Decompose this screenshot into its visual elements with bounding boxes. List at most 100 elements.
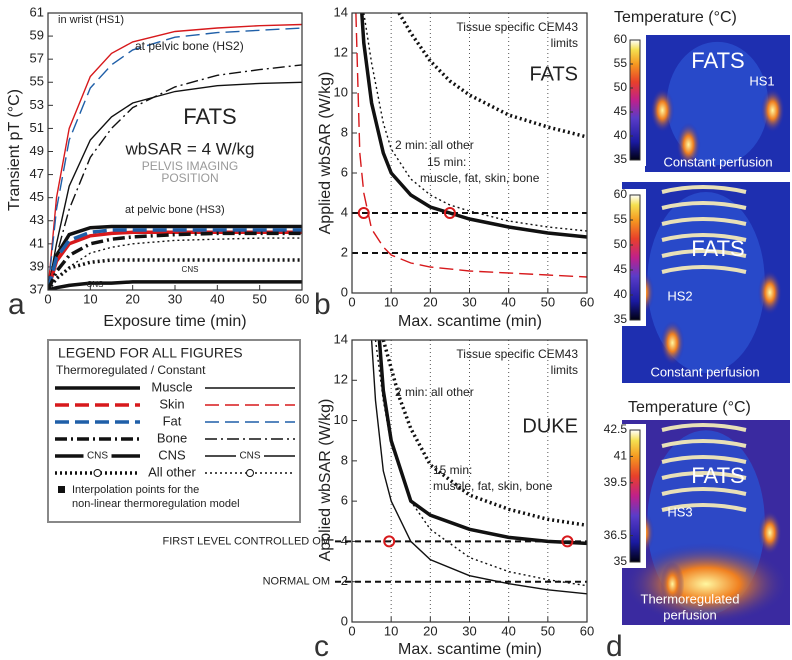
- highlight-point: [561, 535, 574, 548]
- annotation: limits: [551, 363, 578, 377]
- legend-label: Fat: [163, 413, 182, 428]
- plot-frame: [351, 339, 588, 623]
- y-tick-label: 14: [334, 4, 348, 19]
- legend-gap: [236, 450, 264, 462]
- legend-marker: [246, 469, 254, 477]
- y-tick-label: 41: [30, 235, 44, 250]
- annotation: 2 min: all other: [395, 385, 474, 399]
- y-tick-label: 61: [30, 4, 44, 19]
- x-tick-label: 40: [501, 623, 515, 638]
- hot-spot: [760, 88, 785, 133]
- legend-note: Interpolation points for the: [72, 484, 199, 496]
- x-tick-label: 10: [83, 291, 97, 306]
- y-tick-label: 51: [30, 120, 44, 135]
- colorbar: [629, 194, 641, 321]
- annotation: Tissue specific CEM43: [456, 20, 578, 34]
- annotation: muscle, fat, skin, bone: [433, 479, 553, 493]
- y-tick-label: 53: [30, 97, 44, 112]
- annotation: Tissue specific CEM43: [456, 347, 578, 361]
- colorbar: [629, 429, 641, 563]
- image-label: Constant perfusion: [650, 364, 759, 379]
- y-tick-label: 2: [341, 244, 348, 259]
- legend-subtitle: Thermoregulated / Constant: [56, 363, 206, 377]
- rib: [661, 249, 747, 258]
- x-tick-label: 20: [125, 291, 139, 306]
- legend-note: non-linear thermoregulation model: [72, 498, 240, 510]
- image-label: FATS: [691, 463, 744, 488]
- series-line: [48, 23, 302, 290]
- colorbar-title: Temperature (°C): [614, 9, 737, 26]
- y-axis-label: Transient pT (°C): [6, 89, 23, 211]
- colorbar-tick-label: 36.5: [604, 528, 628, 542]
- y-axis-label: Applied wbSAR (W/kg): [317, 72, 334, 235]
- panel-letter: a: [8, 288, 25, 321]
- y-tick-label: 57: [30, 51, 44, 66]
- annotation: at pelvic bone (HS2): [135, 39, 244, 53]
- y-tick-label: 2: [341, 573, 348, 588]
- hot-spot: [757, 510, 782, 555]
- image-label: HS2: [667, 288, 692, 303]
- x-tick-label: 0: [44, 291, 51, 306]
- panel-letter: d: [606, 630, 623, 660]
- x-tick-label: 60: [295, 291, 309, 306]
- x-tick-label: 10: [384, 294, 398, 309]
- y-tick-label: 49: [30, 143, 44, 158]
- hot-spot: [660, 562, 685, 606]
- rib: [661, 217, 747, 226]
- hot-region: [622, 543, 790, 625]
- y-tick-label: 10: [334, 412, 348, 427]
- hot-spot: [650, 88, 675, 133]
- annotation: FATS: [529, 63, 578, 85]
- image-label: FATS: [691, 48, 744, 73]
- legend-marker: [93, 469, 102, 477]
- series-line: [370, 340, 587, 595]
- rib: [661, 503, 747, 512]
- annotation: wbSAR = 4 W/kg: [125, 139, 255, 158]
- colorbar-tick-label: 35: [614, 152, 628, 166]
- series-line: [360, 13, 587, 239]
- rib: [661, 487, 747, 496]
- highlight-point: [357, 207, 370, 219]
- series-line: [48, 228, 302, 290]
- y-tick-label: 4: [341, 204, 348, 219]
- annotation: muscle, fat, skin, bone: [420, 171, 540, 185]
- colorbar-tick-label: 60: [614, 187, 628, 201]
- plot-frame: [47, 12, 303, 291]
- colorbar-title: Temperature (°C): [628, 399, 751, 416]
- plot-area: [370, 340, 587, 595]
- plot-area: [48, 23, 302, 290]
- y-tick-label: 10: [334, 84, 348, 99]
- x-tick-label: 30: [462, 623, 476, 638]
- annotation: CNS: [87, 280, 104, 289]
- y-tick-label: 55: [30, 74, 44, 89]
- x-tick-label: 60: [580, 294, 594, 309]
- rib: [661, 471, 747, 480]
- rib: [661, 439, 747, 448]
- reference-label: FIRST LEVEL CONTROLLED OM: [163, 535, 330, 547]
- plot-frame: [351, 12, 588, 294]
- y-tick-label: 12: [334, 372, 348, 387]
- series-line: [48, 230, 302, 290]
- colorbar-tick-label: 45: [614, 104, 628, 118]
- y-tick-label: 59: [30, 28, 44, 43]
- x-tick-label: 30: [168, 291, 182, 306]
- legend-gap: [83, 450, 112, 462]
- annotation: 2 min: all other: [395, 138, 474, 152]
- colorbar-tick-label: 40: [614, 128, 628, 142]
- rib: [661, 455, 747, 464]
- colorbar-tick-label: 35: [614, 554, 628, 568]
- colorbar-tick-label: 50: [614, 237, 628, 251]
- x-tick-label: 30: [462, 294, 476, 309]
- image-label: FATS: [691, 236, 744, 261]
- legend-inline-label: CNS: [87, 451, 108, 462]
- y-tick-label: 37: [30, 281, 44, 296]
- y-tick-label: 43: [30, 212, 44, 227]
- rib: [661, 423, 747, 432]
- legend-box: [47, 339, 301, 523]
- series-line: [48, 231, 302, 290]
- x-tick-label: 20: [423, 623, 437, 638]
- colorbar-tick-label: 40: [614, 287, 628, 301]
- x-tick-label: 50: [252, 291, 266, 306]
- y-tick-label: 0: [341, 284, 348, 299]
- panel-letter: c: [314, 630, 329, 660]
